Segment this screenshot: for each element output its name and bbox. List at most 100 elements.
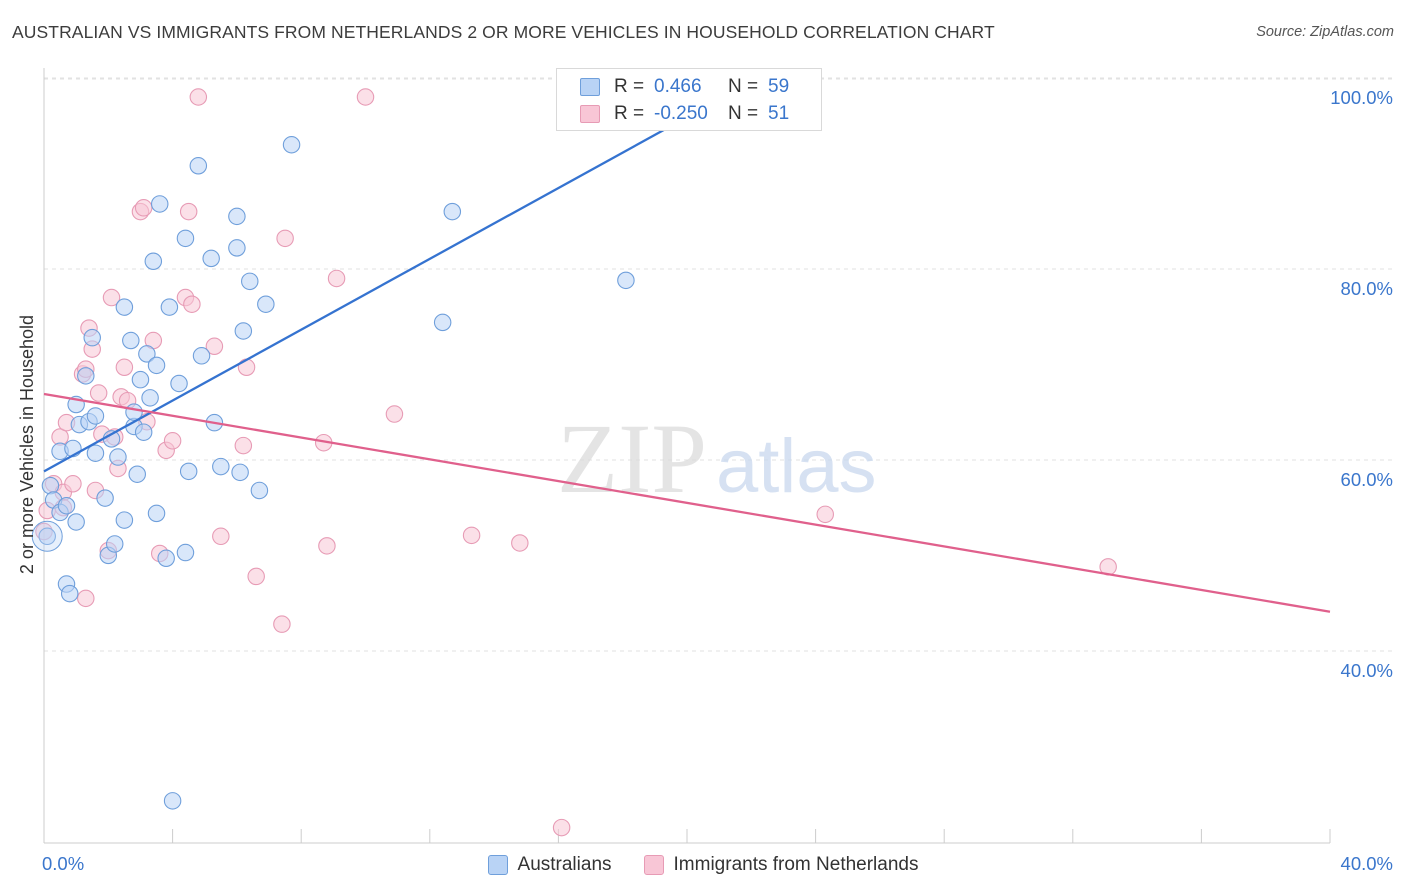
australians-point (122, 331, 140, 350)
australians-point (57, 496, 76, 515)
australians-point (115, 298, 134, 316)
australians-point (189, 157, 208, 175)
australians-point (31, 520, 63, 552)
australians-point (38, 527, 56, 546)
australians-point (163, 792, 182, 810)
australians-point (77, 367, 95, 385)
netherlands-point (552, 818, 571, 837)
x-tick-label: 40.0% (1341, 853, 1393, 874)
australians-point (282, 136, 301, 154)
netherlands-point (205, 337, 224, 356)
legend-swatch-pink (580, 105, 600, 123)
australians-point (67, 513, 85, 531)
australians-point (250, 481, 269, 500)
australians-point (160, 298, 179, 316)
watermark: ZIP atlas (557, 403, 877, 514)
y-tick-label: 60.0% (1341, 469, 1393, 490)
legend-r-label: R = (614, 103, 645, 124)
netherlands-point (462, 526, 481, 545)
australians-point (138, 345, 156, 363)
blue-points (31, 136, 635, 810)
australians-point (83, 328, 101, 347)
netherlands-point (64, 475, 82, 493)
australians-point (144, 252, 163, 271)
australians-point (241, 272, 259, 291)
legend-r-value: -0.250 (654, 103, 708, 124)
australians-point (179, 462, 198, 481)
australians-point (617, 271, 635, 290)
legend-r-value: 0.466 (654, 76, 702, 97)
legend-swatch-pink (643, 855, 664, 875)
australians-point (202, 249, 220, 268)
netherlands-point (77, 589, 95, 608)
netherlands-point (179, 202, 198, 221)
netherlands-trend-line (43, 392, 1331, 613)
y-tick-label: 100.0% (1330, 87, 1393, 108)
legend-row-australians: R = 0.466 N = 59 (557, 74, 789, 100)
australians-point (176, 229, 195, 248)
australians-point (115, 511, 134, 529)
australians-point (234, 322, 253, 340)
netherlands-point (356, 88, 375, 106)
australians-point (176, 543, 195, 562)
netherlands-point (511, 534, 529, 552)
australians-point (134, 423, 153, 441)
netherlands-point (183, 295, 201, 313)
australians-point (128, 465, 146, 483)
legend-item-netherlands: Immigrants from Netherlands (643, 854, 919, 876)
legend-swatch-blue (580, 78, 600, 96)
legend-n-value: 51 (768, 103, 790, 124)
watermark-zip: ZIP (557, 403, 707, 514)
netherlands-point (327, 269, 346, 288)
netherlands-point (247, 567, 265, 586)
netherlands-point (318, 537, 336, 555)
y-axis-label: 2 or more Vehicles in Household (17, 185, 38, 574)
australians-point (60, 584, 79, 603)
australians-point (231, 463, 249, 482)
legend-r-label: R = (614, 76, 645, 97)
source-label: Source: ZipAtlas.com (1256, 24, 1394, 40)
australians-point (105, 535, 124, 553)
trend-lines (43, 117, 1331, 613)
legend-item-australians: Australians (487, 854, 612, 876)
australians-point (131, 370, 150, 389)
netherlands-point (273, 615, 291, 633)
netherlands-point (234, 436, 253, 455)
netherlands-point (816, 505, 834, 524)
netherlands-point (115, 358, 134, 377)
y-axis-label-text: 2 or more Vehicles in Household (17, 314, 37, 575)
netherlands-point (89, 384, 108, 402)
australians-point (228, 239, 246, 257)
australians-point (433, 313, 452, 332)
netherlands-point (276, 229, 294, 248)
series-legend: Australians Immigrants from Netherlands (0, 852, 1406, 878)
netherlands-point (385, 405, 404, 423)
legend-label-australians: Australians (517, 854, 612, 875)
australians-point (86, 444, 105, 462)
netherlands-point (134, 199, 153, 217)
netherlands-point (189, 88, 208, 106)
australians-point (192, 347, 211, 365)
correlation-legend: R = 0.466 N = 59 R = -0.250 N = 51 (556, 68, 822, 131)
legend-row-netherlands: R = -0.250 N = 51 (557, 101, 789, 127)
australians-point (86, 407, 105, 425)
netherlands-point (212, 527, 230, 546)
australians-point (150, 195, 169, 213)
legend-n-label: N = (728, 103, 759, 124)
australians-point (141, 389, 159, 407)
australians-point (228, 207, 246, 226)
australians-point (41, 476, 60, 495)
y-tick-label: 40.0% (1341, 660, 1393, 681)
chart-title: AUSTRALIAN VS IMMIGRANTS FROM NETHERLAND… (12, 22, 995, 42)
legend-label-netherlands: Immigrants from Netherlands (673, 854, 919, 875)
australians-point (147, 356, 166, 375)
legend-swatch-blue (487, 855, 508, 875)
australians-point (170, 374, 188, 393)
australians-point (109, 448, 127, 466)
tick-labels: 40.0% 60.0% 80.0% 100.0% 0.0% 40.0% (42, 87, 1393, 874)
netherlands-point (102, 288, 121, 307)
watermark-atlas: atlas (716, 424, 877, 509)
netherlands-point (163, 432, 182, 450)
netherlands-point (237, 358, 256, 377)
